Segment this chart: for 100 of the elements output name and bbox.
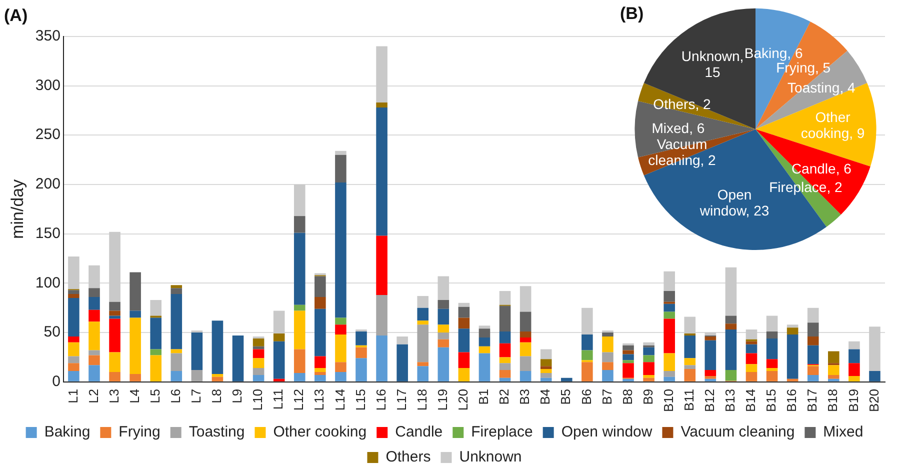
x-tick-label: B11	[681, 388, 696, 412]
bar	[560, 378, 572, 382]
x-tick-label: B5	[558, 388, 574, 405]
bar	[643, 362, 654, 375]
bar	[335, 154, 346, 182]
bar	[540, 378, 552, 382]
slice-label: Others, 2	[653, 96, 711, 112]
bar	[704, 336, 716, 340]
legend-label: Other cooking	[273, 424, 367, 441]
bar	[252, 368, 264, 375]
bar	[622, 345, 634, 350]
bar	[664, 353, 675, 372]
legend-label: Candle	[395, 424, 443, 441]
x-tick-label: L5	[147, 388, 162, 404]
bar	[664, 312, 675, 319]
slice-label: Mixed, 6	[652, 120, 705, 136]
bar	[252, 349, 264, 358]
bar	[88, 296, 100, 310]
bar	[68, 363, 80, 372]
x-tick-label: B6	[578, 388, 594, 405]
bar	[376, 46, 388, 103]
bar	[684, 316, 696, 334]
bar	[417, 296, 429, 308]
bar	[356, 358, 367, 382]
bar	[150, 349, 162, 356]
bar	[704, 378, 716, 382]
slice-label: Other cooking, 9	[800, 109, 865, 142]
y-tick-label: 100	[35, 274, 60, 292]
bar	[335, 150, 346, 155]
bar	[664, 371, 675, 377]
bar	[746, 341, 758, 344]
bar	[520, 312, 532, 332]
bar	[520, 356, 532, 372]
legend-label: Open window	[561, 424, 652, 441]
bar	[273, 378, 285, 382]
bar	[807, 366, 819, 375]
bar	[170, 353, 182, 372]
bar	[478, 353, 490, 382]
bar	[848, 376, 860, 382]
bar	[725, 370, 737, 381]
bar	[499, 306, 511, 332]
x-tick-label: L9	[230, 388, 245, 404]
bar	[622, 363, 634, 378]
bar	[68, 256, 80, 290]
bar	[109, 318, 120, 352]
x-tick-label: L16	[373, 388, 388, 411]
bar	[417, 320, 429, 325]
bar	[766, 332, 778, 338]
bar	[294, 232, 306, 305]
legend-label: Frying	[118, 424, 160, 441]
bar	[582, 308, 593, 334]
bar	[664, 271, 675, 292]
bar	[725, 267, 737, 316]
bar	[602, 352, 614, 362]
bar	[664, 318, 675, 354]
legend-label: Fireplace	[471, 424, 533, 441]
bar	[294, 216, 306, 233]
bar	[704, 340, 716, 370]
bar	[786, 328, 798, 334]
bar	[376, 295, 388, 336]
x-tick-label: B16	[784, 388, 800, 412]
bar	[478, 337, 490, 346]
bar	[643, 347, 654, 356]
bar	[170, 349, 182, 354]
bar	[88, 310, 100, 322]
bar	[335, 334, 346, 362]
y-axis-title: min/day	[8, 178, 27, 239]
bar	[356, 347, 367, 358]
x-tick-label: L6	[168, 388, 183, 404]
bar	[704, 376, 716, 379]
bar	[212, 376, 224, 382]
x-tick-label: L12	[291, 388, 306, 411]
bar	[130, 310, 141, 318]
x-tick-label: L19	[434, 388, 450, 411]
bar	[540, 369, 552, 373]
bar	[335, 362, 346, 372]
bar	[766, 338, 778, 360]
bar	[314, 372, 326, 375]
chart-title: (B)	[620, 4, 644, 23]
bar	[88, 355, 100, 366]
bar	[704, 370, 716, 376]
bar	[499, 363, 511, 370]
x-tick-label: B12	[702, 388, 717, 412]
bar	[766, 316, 778, 332]
bar	[335, 324, 346, 334]
bar	[212, 374, 224, 377]
y-tick-label: 50	[44, 324, 60, 341]
bar	[848, 363, 860, 376]
bar	[458, 368, 470, 382]
bar	[252, 374, 264, 382]
bar	[643, 355, 654, 362]
x-tick-label: B14	[743, 388, 758, 412]
bar	[499, 378, 511, 382]
bar	[417, 308, 429, 321]
bar	[582, 334, 593, 350]
x-tick-label: L17	[394, 388, 409, 411]
bar	[109, 302, 120, 311]
bar	[786, 324, 798, 328]
bar	[417, 362, 429, 366]
legend-label: Others	[386, 448, 431, 466]
